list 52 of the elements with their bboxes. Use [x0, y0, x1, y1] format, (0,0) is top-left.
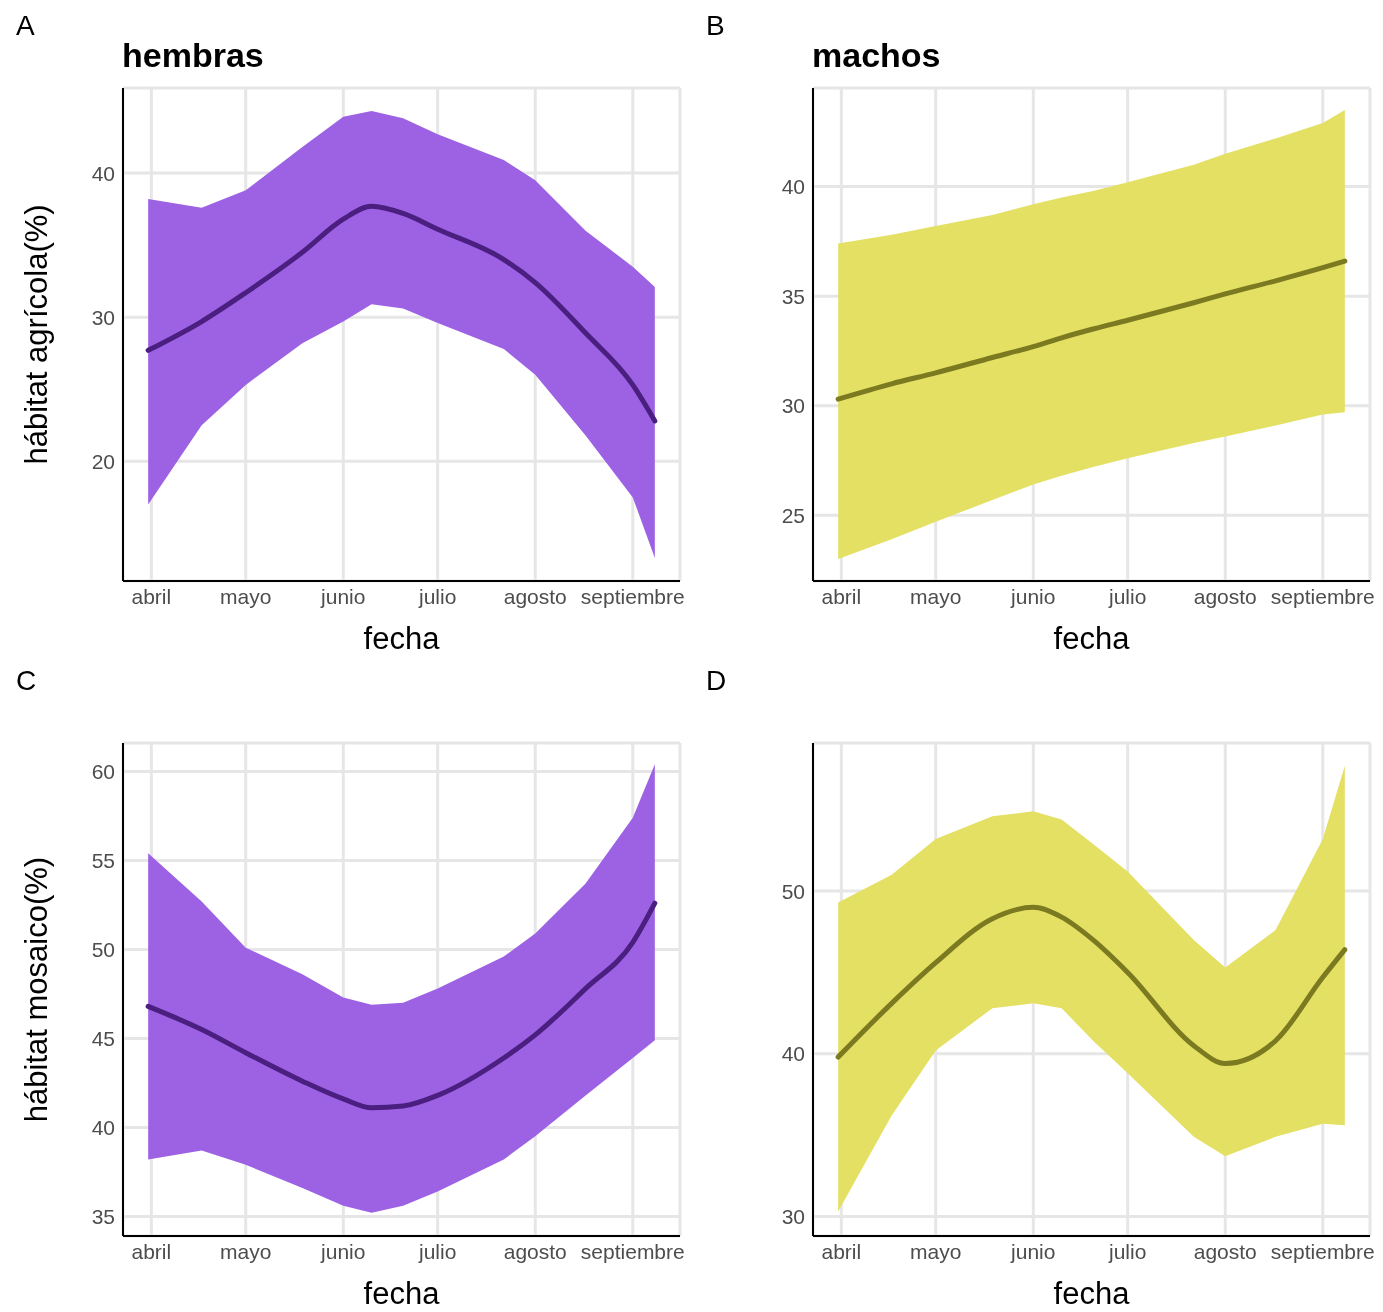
x-tick-label: agosto — [503, 1239, 567, 1263]
y-tick-label: 35 — [91, 1204, 115, 1228]
x-tick-label: junio — [1010, 584, 1056, 608]
x-tick-label: agosto — [1193, 584, 1257, 608]
x-tick-label: septiembre — [580, 1239, 685, 1263]
y-tick-label: 40 — [781, 175, 805, 199]
y-tick-label: 30 — [781, 1204, 805, 1228]
x-tick-label: septiembre — [580, 584, 685, 608]
y-tick-label: 50 — [781, 879, 805, 903]
x-axis-title: fecha — [1053, 1276, 1131, 1311]
x-tick-label: agosto — [503, 584, 567, 608]
y-tick-label: 30 — [781, 394, 805, 418]
y-tick-label: 40 — [91, 161, 115, 185]
y-tick-label: 40 — [91, 1115, 115, 1139]
chart-title: hembras — [122, 36, 264, 75]
x-tick-label: septiembre — [1270, 1239, 1375, 1263]
x-tick-label: mayo — [220, 584, 272, 608]
y-tick-label: 30 — [91, 305, 115, 329]
chart-title: machos — [812, 36, 941, 75]
x-axis-title: fecha — [363, 1276, 441, 1311]
x-tick-label: abril — [131, 584, 172, 608]
x-tick-label: junio — [320, 584, 366, 608]
text: A — [16, 10, 35, 42]
x-tick-label: abril — [821, 1239, 862, 1263]
text: C — [16, 665, 37, 697]
y-tick-label: 20 — [91, 449, 115, 473]
x-tick-label: junio — [1010, 1239, 1056, 1263]
y-tick-label: 40 — [781, 1042, 805, 1066]
x-tick-label: junio — [320, 1239, 366, 1263]
y-tick-label: 60 — [91, 759, 115, 783]
x-tick-label: abril — [821, 584, 862, 608]
x-tick-label: julio — [1108, 1239, 1147, 1263]
x-tick-label: mayo — [220, 1239, 272, 1263]
x-tick-label: abril — [131, 1239, 172, 1263]
text: D — [706, 665, 727, 697]
x-tick-label: agosto — [1193, 1239, 1257, 1263]
x-tick-label: julio — [418, 1239, 457, 1263]
x-axis-title: fecha — [1053, 621, 1131, 656]
x-axis-title: fecha — [363, 621, 441, 656]
y-tick-label: 50 — [91, 937, 115, 961]
y-tick-label: 35 — [781, 284, 805, 308]
x-tick-label: julio — [1108, 584, 1147, 608]
x-tick-label: mayo — [910, 584, 962, 608]
x-tick-label: mayo — [910, 1239, 962, 1263]
y-axis-title: hábitat mosaico(%) — [19, 856, 55, 1123]
y-tick-label: 45 — [91, 1026, 115, 1050]
y-tick-label: 55 — [91, 848, 115, 872]
text: B — [706, 10, 725, 42]
y-tick-label: 25 — [781, 503, 805, 527]
y-axis-title: hábitat agrícola(%) — [19, 204, 55, 465]
x-tick-label: julio — [418, 584, 457, 608]
x-tick-label: septiembre — [1270, 584, 1375, 608]
